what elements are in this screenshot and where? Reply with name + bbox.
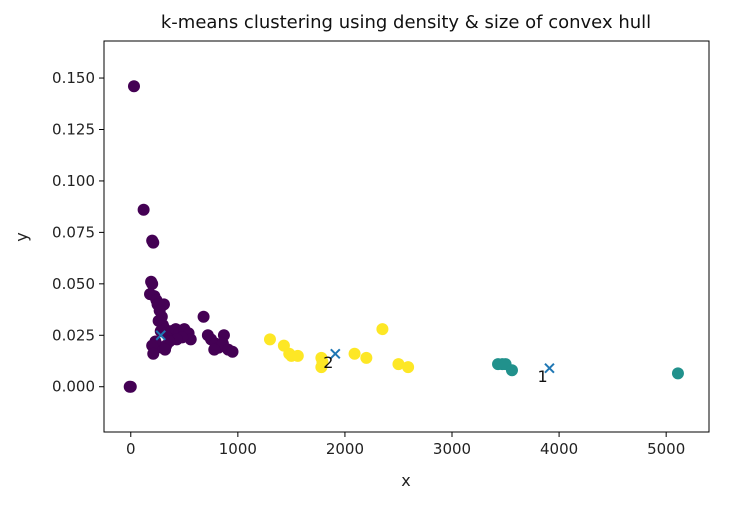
centroid-label: 2 xyxy=(323,353,333,372)
data-point-cluster-0 xyxy=(124,380,137,393)
x-tick-label: 2000 xyxy=(326,440,364,458)
centroid-marker xyxy=(330,348,341,360)
plot-frame xyxy=(103,40,710,433)
y-tick-label: 0.100 xyxy=(52,172,95,190)
annotation-layer: 12 xyxy=(323,353,547,386)
data-point-cluster-0 xyxy=(147,347,160,360)
data-point-cluster-0 xyxy=(146,277,159,290)
y-tick-label: 0.025 xyxy=(52,326,95,344)
y-axis-ticks: 0.000 0.025 0.050 0.075 0.100 0.125 0.150 xyxy=(52,69,104,396)
y-tick-label: 0.050 xyxy=(52,275,95,293)
data-point-cluster-2 xyxy=(348,347,361,360)
centroid-marker xyxy=(155,330,166,341)
centroid-marker-stroke xyxy=(155,330,166,341)
data-point-cluster-2 xyxy=(263,333,276,346)
y-tick-label: 0.000 xyxy=(52,378,95,396)
y-tick-label: 0.125 xyxy=(52,120,95,138)
x-tick-label: 5000 xyxy=(647,440,685,458)
x-axis-ticks: 0 1000 2000 3000 4000 5000 xyxy=(126,432,685,458)
data-point-cluster-0 xyxy=(208,343,221,356)
x-axis-label: x xyxy=(401,471,410,490)
data-point-cluster-2 xyxy=(360,351,373,364)
data-point-cluster-0 xyxy=(226,345,239,358)
y-tick-label: 0.075 xyxy=(52,223,95,241)
data-point-cluster-2 xyxy=(392,358,405,371)
data-point-cluster-0 xyxy=(127,80,140,93)
y-axis-label: y xyxy=(12,232,31,241)
data-point-cluster-0 xyxy=(197,310,210,323)
data-point-cluster-0 xyxy=(147,236,160,249)
data-point-cluster-0 xyxy=(137,203,150,216)
data-point-cluster-1 xyxy=(505,364,518,377)
points-layer xyxy=(123,80,684,393)
centroid-marker xyxy=(544,362,555,374)
centroid-layer xyxy=(155,330,555,374)
y-tick-label: 0.150 xyxy=(52,69,95,87)
centroid-label: 1 xyxy=(537,367,547,386)
data-point-cluster-2 xyxy=(376,323,389,336)
x-tick-label: 3000 xyxy=(433,440,471,458)
data-point-cluster-2 xyxy=(291,349,304,362)
x-tick-label: 1000 xyxy=(219,440,257,458)
centroid-marker-stroke xyxy=(544,362,555,374)
data-point-cluster-0 xyxy=(159,343,172,356)
x-tick-label: 0 xyxy=(126,440,136,458)
chart-title: k-means clustering using density & size … xyxy=(161,12,651,33)
data-point-cluster-2 xyxy=(402,361,415,374)
x-tick-label: 4000 xyxy=(540,440,578,458)
data-point-cluster-1 xyxy=(671,367,684,380)
data-point-cluster-2 xyxy=(315,361,328,374)
centroid-marker-stroke xyxy=(330,348,341,360)
